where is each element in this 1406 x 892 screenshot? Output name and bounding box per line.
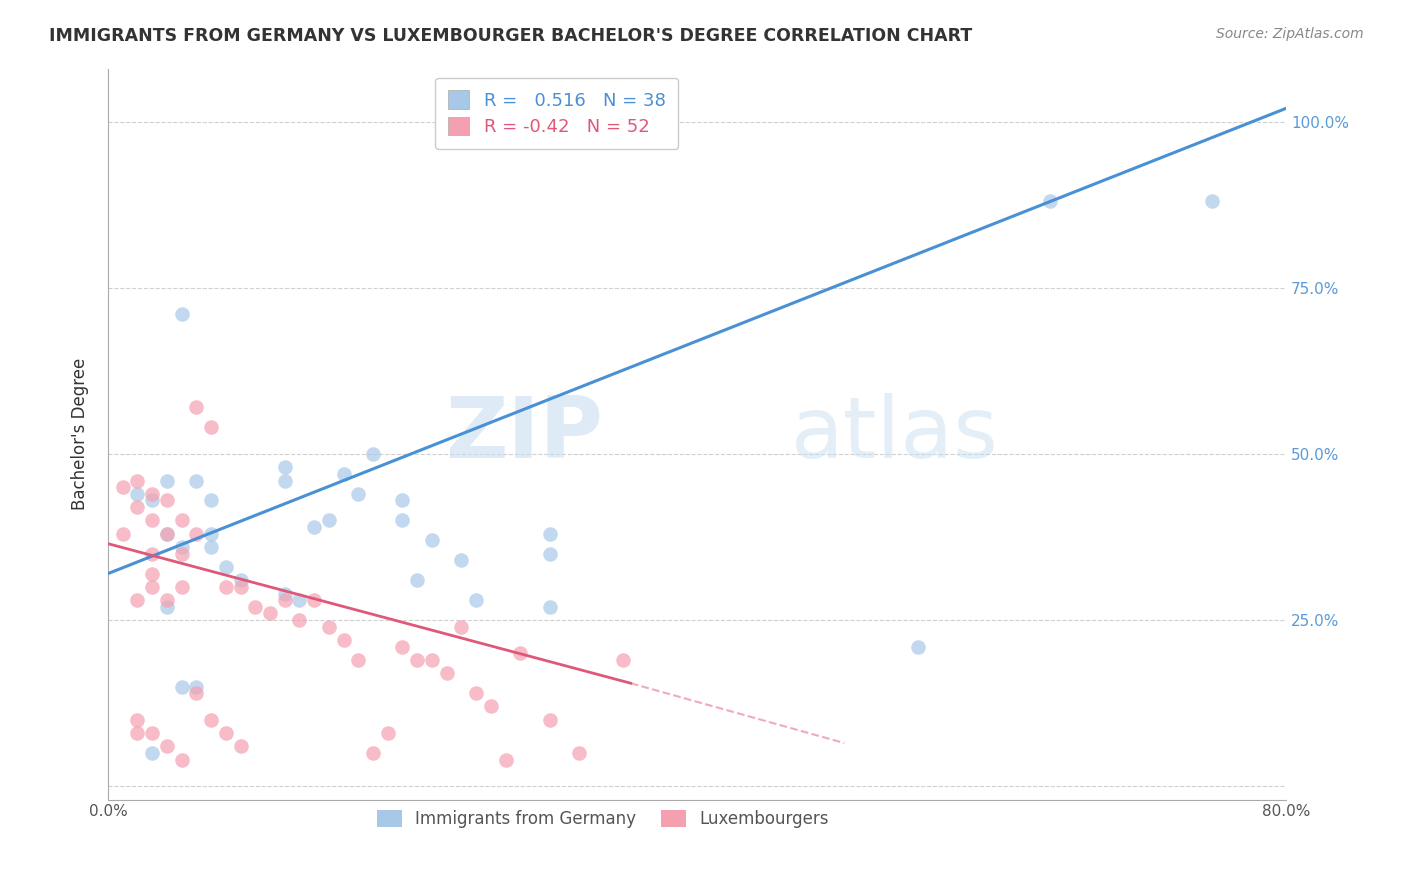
- Text: IMMIGRANTS FROM GERMANY VS LUXEMBOURGER BACHELOR'S DEGREE CORRELATION CHART: IMMIGRANTS FROM GERMANY VS LUXEMBOURGER …: [49, 27, 973, 45]
- Point: [465, 686, 488, 700]
- Point: [538, 713, 561, 727]
- Point: [200, 493, 222, 508]
- Point: [141, 547, 163, 561]
- Point: [186, 526, 208, 541]
- Point: [406, 653, 429, 667]
- Point: [170, 753, 193, 767]
- Point: [127, 500, 149, 515]
- Point: [141, 580, 163, 594]
- Text: atlas: atlas: [792, 392, 1000, 475]
- Point: [538, 599, 561, 614]
- Text: ZIP: ZIP: [444, 392, 603, 475]
- Point: [436, 666, 458, 681]
- Point: [245, 599, 267, 614]
- Point: [200, 713, 222, 727]
- Point: [170, 307, 193, 321]
- Point: [273, 586, 295, 600]
- Point: [450, 553, 472, 567]
- Point: [229, 739, 252, 754]
- Point: [170, 513, 193, 527]
- Point: [229, 573, 252, 587]
- Point: [156, 739, 179, 754]
- Point: [156, 493, 179, 508]
- Point: [318, 513, 340, 527]
- Point: [111, 526, 134, 541]
- Point: [568, 746, 591, 760]
- Point: [420, 533, 443, 548]
- Point: [347, 653, 370, 667]
- Point: [141, 566, 163, 581]
- Point: [215, 726, 238, 740]
- Legend: Immigrants from Germany, Luxembourgers: Immigrants from Germany, Luxembourgers: [370, 804, 835, 835]
- Point: [186, 686, 208, 700]
- Point: [347, 487, 370, 501]
- Point: [156, 526, 179, 541]
- Point: [538, 547, 561, 561]
- Point: [186, 680, 208, 694]
- Point: [273, 593, 295, 607]
- Point: [141, 493, 163, 508]
- Point: [200, 540, 222, 554]
- Point: [170, 547, 193, 561]
- Point: [229, 580, 252, 594]
- Point: [156, 526, 179, 541]
- Point: [200, 420, 222, 434]
- Point: [377, 726, 399, 740]
- Point: [259, 607, 281, 621]
- Point: [156, 599, 179, 614]
- Point: [391, 493, 413, 508]
- Point: [332, 633, 354, 648]
- Point: [1201, 194, 1223, 209]
- Point: [361, 746, 384, 760]
- Point: [156, 474, 179, 488]
- Point: [215, 580, 238, 594]
- Point: [141, 726, 163, 740]
- Point: [288, 613, 311, 627]
- Point: [302, 593, 325, 607]
- Point: [361, 447, 384, 461]
- Point: [450, 620, 472, 634]
- Point: [1039, 194, 1062, 209]
- Point: [186, 401, 208, 415]
- Point: [170, 580, 193, 594]
- Point: [391, 513, 413, 527]
- Point: [420, 653, 443, 667]
- Point: [127, 726, 149, 740]
- Point: [479, 699, 502, 714]
- Point: [318, 620, 340, 634]
- Point: [215, 560, 238, 574]
- Point: [465, 593, 488, 607]
- Text: Source: ZipAtlas.com: Source: ZipAtlas.com: [1216, 27, 1364, 41]
- Point: [127, 593, 149, 607]
- Point: [186, 474, 208, 488]
- Point: [273, 474, 295, 488]
- Point: [127, 487, 149, 501]
- Point: [127, 474, 149, 488]
- Point: [141, 513, 163, 527]
- Point: [495, 753, 517, 767]
- Point: [156, 593, 179, 607]
- Point: [332, 467, 354, 481]
- Point: [200, 526, 222, 541]
- Point: [141, 746, 163, 760]
- Point: [288, 593, 311, 607]
- Point: [170, 680, 193, 694]
- Point: [509, 646, 531, 660]
- Point: [141, 487, 163, 501]
- Y-axis label: Bachelor's Degree: Bachelor's Degree: [72, 358, 89, 510]
- Point: [391, 640, 413, 654]
- Point: [170, 540, 193, 554]
- Point: [111, 480, 134, 494]
- Point: [612, 653, 634, 667]
- Point: [127, 713, 149, 727]
- Point: [538, 526, 561, 541]
- Point: [657, 135, 679, 149]
- Point: [302, 520, 325, 534]
- Point: [273, 460, 295, 475]
- Point: [406, 573, 429, 587]
- Point: [907, 640, 929, 654]
